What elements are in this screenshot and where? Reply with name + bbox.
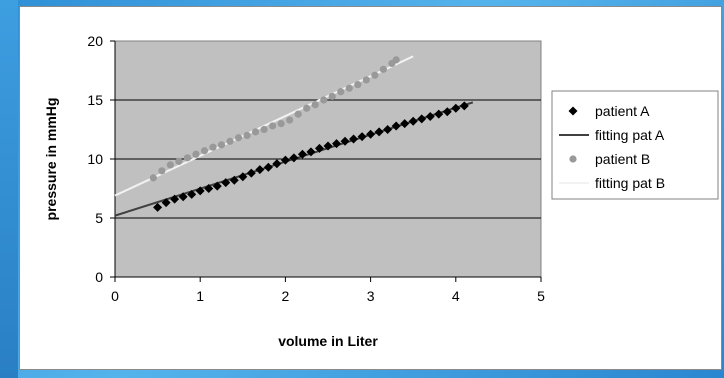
patient-a-point — [434, 109, 444, 119]
patient-a-point — [195, 186, 205, 196]
patient-b-point — [392, 56, 400, 64]
x-axis-title: volume in Liter — [278, 333, 378, 349]
patient-b-point — [362, 76, 370, 84]
patient-b-point — [183, 154, 192, 162]
chart-frame: 0 1 2 3 4 5 0 5 10 15 20 volume in Liter pressure… — [19, 6, 722, 370]
patient-a-point — [425, 112, 435, 122]
patient-a-point — [153, 202, 163, 212]
patient-b-point — [158, 167, 166, 175]
legend-label-fitting-pat-a: fitting pat A — [595, 127, 665, 143]
x-tick-label: 2 — [282, 288, 290, 304]
patient-a-point — [297, 149, 307, 159]
patient-b-point — [166, 161, 174, 169]
x-tick-labels: 0 1 2 3 4 5 — [111, 288, 545, 304]
patient-b-point — [354, 81, 362, 89]
patient-a-point — [459, 101, 469, 111]
patient-a-point — [340, 136, 350, 146]
patient-b-point — [294, 110, 302, 118]
legend-key-patient-b — [569, 155, 577, 163]
patient-b-point — [345, 84, 353, 92]
patient-a-point — [229, 175, 239, 185]
patient-b-point — [234, 134, 243, 142]
patient-a-point — [391, 121, 401, 131]
series-layer — [114, 55, 474, 217]
x-tick-label: 0 — [111, 288, 119, 304]
patient-a-point — [417, 114, 427, 124]
patient-a-point — [357, 132, 367, 142]
patient-a-point — [246, 168, 256, 178]
patient-a-point — [255, 165, 265, 175]
patient-a-point — [383, 125, 393, 134]
patient-a-point — [204, 184, 214, 193]
patient-b-point — [320, 96, 328, 104]
patient-a-point — [314, 143, 324, 153]
y-axis-title: pressure in mmHg — [43, 98, 59, 221]
legend-label-patient-b: patient B — [595, 151, 650, 167]
patient-a-point — [272, 159, 282, 169]
patient-a-point — [221, 178, 231, 188]
patient-a-point — [323, 141, 333, 151]
patient-a-point — [332, 139, 342, 149]
legend-box — [551, 90, 719, 200]
legend-label-fitting-pat-b: fitting pat B — [595, 175, 665, 191]
patient-b-point — [328, 92, 336, 101]
y-tick-label: 0 — [95, 269, 103, 285]
patient-a-point — [349, 134, 359, 144]
legend: patient A fitting pat A patient B fitting p… — [551, 90, 719, 200]
x-tick-label: 3 — [367, 288, 375, 304]
patient-a-point — [238, 172, 248, 182]
patient-b-point — [200, 147, 209, 155]
y-tick-label: 10 — [87, 151, 103, 167]
scatter-chart: 0 1 2 3 4 5 0 5 10 15 20 volume in Liter pressure… — [43, 33, 719, 349]
patient-a-point — [187, 189, 197, 199]
legend-label-patient-a: patient A — [595, 103, 650, 119]
patient-a-point — [212, 181, 222, 191]
patient-b-point — [192, 150, 200, 158]
patient-b-point — [379, 65, 387, 73]
x-tick-label: 5 — [537, 288, 545, 304]
patient-b-point — [337, 88, 345, 96]
patient-b-point — [251, 128, 260, 136]
patient-a-point — [451, 103, 461, 113]
x-tick-label: 1 — [196, 288, 204, 304]
patient-a-point — [289, 153, 299, 163]
patient-b-point — [303, 104, 311, 112]
y-tick-label: 15 — [87, 92, 103, 108]
patient-b-point — [277, 120, 285, 128]
patient-b-point — [371, 71, 379, 79]
patient-b-point — [311, 101, 319, 109]
slide-edge-stripe — [0, 0, 18, 378]
y-tick-labels: 0 5 10 15 20 — [87, 33, 103, 285]
patient-b-point — [149, 174, 157, 182]
y-tick-label: 5 — [95, 210, 103, 226]
patient-b-point — [243, 131, 251, 139]
patient-b-point — [217, 141, 226, 149]
patient-a-point — [280, 155, 290, 165]
patient-a-point — [161, 198, 171, 208]
patient-b-point — [269, 122, 277, 130]
patient-b-point — [175, 157, 183, 165]
y-tick-label: 20 — [87, 33, 103, 49]
axes — [110, 40, 542, 282]
patient-a-point — [442, 107, 452, 117]
x-tick-label: 4 — [452, 288, 460, 304]
patient-a-point — [408, 116, 418, 126]
patient-a-point — [170, 194, 180, 204]
patient-a-point — [306, 147, 316, 157]
legend-key-patient-a — [568, 106, 578, 116]
patient-b-point — [226, 137, 234, 145]
patient-a-point — [400, 119, 410, 129]
patient-a-point — [178, 192, 188, 202]
patient-a-point — [366, 129, 376, 139]
patient-b-point — [260, 125, 268, 134]
patient-a-point — [374, 127, 384, 137]
patient-b-point — [286, 116, 294, 124]
patient-a-point — [263, 162, 273, 172]
patient-b-point — [209, 143, 217, 151]
